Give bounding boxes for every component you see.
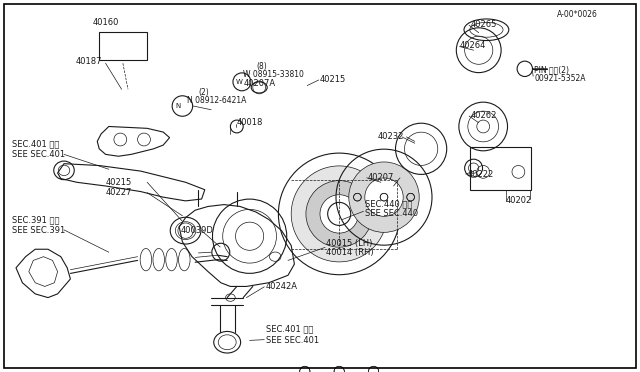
- Text: 40232: 40232: [378, 132, 404, 141]
- Circle shape: [320, 195, 358, 233]
- Text: 40018: 40018: [237, 118, 263, 127]
- Text: 40242A: 40242A: [266, 282, 298, 291]
- Text: SEE SEC.401: SEE SEC.401: [266, 336, 319, 345]
- Text: W 08915-33810: W 08915-33810: [243, 70, 304, 79]
- Text: A-00*0026: A-00*0026: [557, 10, 598, 19]
- Text: 40202: 40202: [506, 196, 532, 205]
- Text: 40187: 40187: [76, 57, 102, 66]
- Text: SEE SEC.440: SEE SEC.440: [365, 209, 418, 218]
- Text: 40215: 40215: [320, 76, 346, 84]
- Circle shape: [306, 181, 372, 247]
- Text: SEE SEC.391: SEE SEC.391: [12, 226, 65, 235]
- Text: SEE SEC.401: SEE SEC.401: [12, 150, 65, 159]
- Text: 40014 (RH): 40014 (RH): [326, 248, 374, 257]
- Text: W: W: [236, 79, 243, 85]
- Text: N 08912-6421A: N 08912-6421A: [187, 96, 246, 105]
- Text: PIN ピン(2): PIN ピン(2): [534, 65, 570, 74]
- Text: SEC.401 参照: SEC.401 参照: [12, 140, 59, 149]
- Text: 40222: 40222: [467, 170, 493, 179]
- Text: 40160: 40160: [93, 18, 119, 27]
- Text: (8): (8): [256, 62, 267, 71]
- Text: 40265: 40265: [470, 20, 497, 29]
- Text: (2): (2): [198, 88, 209, 97]
- Text: 40215: 40215: [106, 178, 132, 187]
- Text: 40039D: 40039D: [180, 226, 213, 235]
- Circle shape: [291, 166, 387, 262]
- Text: SEC.401 参照: SEC.401 参照: [266, 325, 313, 334]
- Text: 40207: 40207: [368, 173, 394, 182]
- Circle shape: [365, 178, 403, 217]
- Text: 40262: 40262: [470, 111, 497, 120]
- Text: 40015 (LH): 40015 (LH): [326, 239, 372, 248]
- Text: 40264: 40264: [460, 41, 486, 50]
- Text: N: N: [175, 103, 180, 109]
- Text: 00921-5352A: 00921-5352A: [534, 74, 586, 83]
- Text: SEC.391 参照: SEC.391 参照: [12, 216, 59, 225]
- Circle shape: [349, 162, 419, 232]
- Text: SEC.440 参照: SEC.440 参照: [365, 199, 412, 208]
- Text: 40227: 40227: [106, 188, 132, 197]
- Text: 40207A: 40207A: [243, 79, 275, 88]
